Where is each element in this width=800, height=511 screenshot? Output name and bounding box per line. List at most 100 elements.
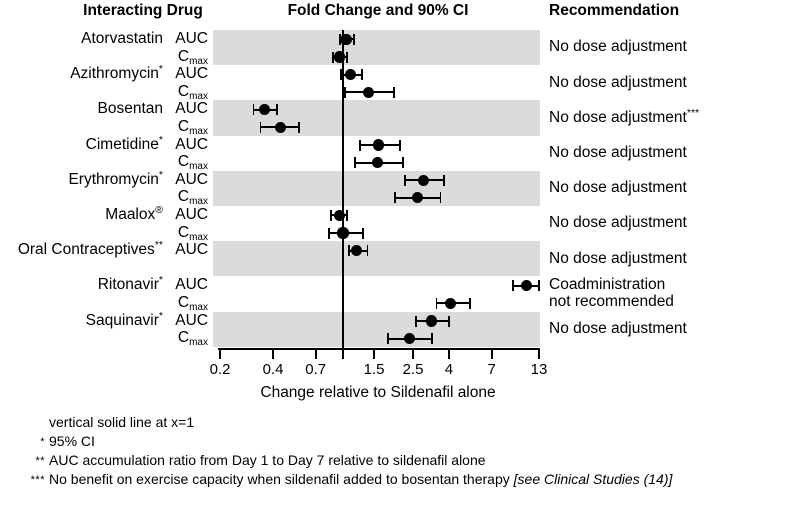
column-header-interacting-drug: Interacting Drug bbox=[83, 2, 203, 19]
ci-cap-left bbox=[259, 121, 262, 133]
recommendation-line: No dose adjustment*** bbox=[549, 106, 700, 126]
x-axis-title: Change relative to Sildenafil alone bbox=[260, 384, 496, 401]
metric-label-cmax: Cmax bbox=[177, 82, 208, 102]
recommendation-text: No dose adjustment*** bbox=[549, 100, 799, 135]
ci-cap-left bbox=[354, 157, 356, 169]
point-estimate-dot bbox=[445, 297, 457, 309]
metric-label-cmax: Cmax bbox=[177, 47, 208, 67]
ci-cap-right bbox=[362, 227, 364, 239]
recommendation-text: No dose adjustment bbox=[549, 65, 799, 100]
row-band bbox=[213, 311, 540, 347]
ci-cap-right bbox=[443, 174, 445, 186]
axis-tick-label: 0.4 bbox=[262, 361, 284, 378]
footnote-citation: [see Clinical Studies (14)] bbox=[513, 471, 673, 487]
ci-cap-right bbox=[439, 192, 442, 204]
recommendation-line: No dose adjustment bbox=[549, 73, 687, 91]
axis-tick bbox=[342, 347, 344, 359]
ci-cap-right bbox=[345, 51, 348, 63]
point-estimate-dot bbox=[340, 33, 352, 45]
recommendation-text: No dose adjustment bbox=[549, 312, 799, 347]
ci-cap-right bbox=[360, 69, 363, 81]
drug-footnote-marker: * bbox=[158, 168, 163, 181]
footnote-line: vertical solid line at x=1 bbox=[0, 413, 800, 432]
recommendation-text: Coadministration not recommended bbox=[549, 276, 799, 311]
point-estimate-dot bbox=[418, 174, 430, 186]
point-estimate-dot bbox=[426, 315, 438, 327]
point-estimate-dot bbox=[333, 209, 345, 221]
point-estimate-dot bbox=[372, 157, 384, 169]
point-estimate-dot bbox=[344, 69, 356, 81]
recommendation-line: No dose adjustment bbox=[549, 143, 687, 161]
metric-label-cmax: Cmax bbox=[177, 329, 208, 349]
ci-cap-right bbox=[345, 209, 348, 221]
recommendation-line: No dose adjustment bbox=[549, 319, 687, 337]
metric-label-cmax: Cmax bbox=[177, 153, 208, 173]
footnote-text: vertical solid line at x=1 bbox=[49, 414, 195, 430]
metric-label-auc: AUC bbox=[175, 170, 208, 188]
drug-label: Oral Contraceptives** bbox=[17, 238, 163, 259]
ci-cap-left bbox=[329, 209, 332, 221]
drug-label: Bosentan bbox=[97, 100, 164, 118]
drug-footnote-marker: ** bbox=[154, 238, 163, 251]
ci-cap-left bbox=[435, 297, 438, 309]
metric-label-auc: AUC bbox=[175, 29, 208, 47]
recommendation-footnote-marker: *** bbox=[686, 106, 700, 119]
ci-cap-left bbox=[359, 139, 361, 151]
footnote-marker: *** bbox=[30, 474, 45, 486]
recommendation-text: No dose adjustment bbox=[549, 206, 799, 241]
point-estimate-dot bbox=[350, 245, 362, 257]
subscript: max bbox=[189, 231, 208, 243]
row-band bbox=[213, 241, 540, 277]
column-header-recommendation: Recommendation bbox=[549, 2, 680, 19]
drug-footnote-marker: ® bbox=[155, 203, 163, 216]
footnote-line: ** AUC accumulation ratio from Day 1 to D… bbox=[0, 451, 800, 470]
drug-footnote-marker: * bbox=[158, 309, 163, 322]
footnotes: vertical solid line at x=1 * 95% CI ** AUC a… bbox=[0, 413, 800, 489]
axis-tick bbox=[272, 347, 274, 359]
point-estimate-dot bbox=[404, 333, 416, 345]
ci-cap-left bbox=[344, 86, 347, 98]
metric-label-auc: AUC bbox=[175, 205, 208, 223]
recommendation-line: Coadministration bbox=[549, 276, 666, 294]
ci-cap-right bbox=[538, 280, 540, 292]
footnote-line: *** No benefit on exercise capacity when … bbox=[0, 470, 800, 489]
axis-tick bbox=[314, 347, 317, 359]
ci-cap-right bbox=[275, 104, 278, 116]
subscript: max bbox=[189, 161, 208, 173]
point-estimate-dot bbox=[363, 86, 375, 98]
axis-tick bbox=[538, 347, 540, 359]
ci-cap-right bbox=[393, 86, 396, 98]
drug-label: Ritonavir* bbox=[97, 274, 163, 294]
ci-cap-right bbox=[297, 121, 300, 133]
metric-label-cmax: Cmax bbox=[177, 117, 208, 137]
ci-cap-left bbox=[327, 227, 330, 239]
metric-label-auc: AUC bbox=[175, 241, 208, 259]
ci-cap-right bbox=[398, 139, 401, 151]
metric-label-auc: AUC bbox=[175, 100, 208, 118]
axis-tick-label: 1.5 bbox=[363, 361, 385, 378]
drug-footnote-marker: * bbox=[158, 133, 163, 146]
recommendation-line: No dose adjustment bbox=[549, 179, 687, 197]
axis-tick-label: 2.5 bbox=[402, 361, 424, 378]
axis-tick bbox=[490, 347, 493, 359]
drug-footnote-marker: * bbox=[158, 62, 163, 75]
subscript: max bbox=[189, 337, 208, 349]
point-estimate-dot bbox=[333, 51, 345, 63]
point-estimate-dot bbox=[411, 192, 423, 204]
subscript: max bbox=[189, 90, 208, 102]
recommendation-text: No dose adjustment bbox=[549, 30, 799, 65]
axis-tick bbox=[219, 347, 221, 359]
subscript: max bbox=[189, 125, 208, 137]
drug-label: Azithromycin* bbox=[70, 62, 163, 83]
drug-label: Erythromycin* bbox=[68, 168, 163, 188]
recommendation-text: No dose adjustment bbox=[549, 171, 799, 206]
column-header-fold-change: Fold Change and 90% CI bbox=[287, 2, 469, 19]
ci-cap-right bbox=[402, 157, 405, 169]
footnote-text: No benefit on exercise capacity when sil… bbox=[49, 471, 514, 487]
drug-footnote-marker: * bbox=[158, 274, 163, 287]
drug-label: Cimetidine* bbox=[85, 133, 163, 153]
recommendation-line: not recommended bbox=[549, 292, 674, 310]
ci-cap-left bbox=[415, 315, 417, 327]
subscript: max bbox=[189, 301, 208, 313]
